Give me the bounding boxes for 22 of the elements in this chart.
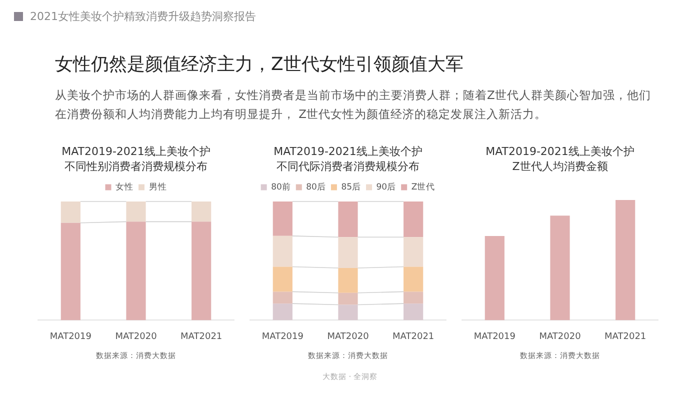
x-tick-label: MAT2021	[392, 332, 434, 342]
legend-label: 90后	[376, 181, 396, 192]
legend-label: 男性	[148, 181, 167, 192]
text: 2021女性美妆个护精致消费升级趋势洞察报告	[30, 9, 256, 24]
legend-label: 女性	[116, 181, 134, 192]
x-tick-label: MAT2021	[604, 332, 646, 342]
legend-label: 80后	[306, 181, 326, 192]
x-tick-label: MAT2019	[50, 332, 92, 342]
x-tick-label: MAT2019	[474, 332, 516, 342]
chart-title: MAT2019-2021线上美妆个护不同代际消费者消费规模分布	[273, 144, 423, 174]
chart-title: MAT2019-2021线上美妆个护不同性别消费者消费规模分布	[61, 144, 211, 174]
x-tick-label: MAT2020	[327, 332, 370, 342]
x-tick-label: MAT2020	[539, 332, 582, 342]
legend-label: 85后	[341, 181, 362, 192]
text: 女性仍然是颜值经济主力，Z世代女性引领颜值大军	[55, 53, 464, 76]
legend-label: 80前	[271, 181, 291, 192]
x-tick-label: MAT2021	[180, 332, 222, 342]
legend-label: Z世代	[411, 181, 436, 192]
x-tick-label: MAT2019	[262, 332, 304, 342]
chart-title: MAT2019-2021线上美妆个护Z世代人均消费金额	[485, 144, 635, 174]
x-tick-label: MAT2020	[115, 332, 158, 342]
text: 从美妆个护市场的人群画像来看，女性消费者是当前市场中的主要消费人群；随着Z世代人群美颜心智加强，他们在消费份额和人均消费能力上均有明显提升， Z世代女性为颜值经济的稳定发展注入新活力。	[55, 87, 652, 123]
